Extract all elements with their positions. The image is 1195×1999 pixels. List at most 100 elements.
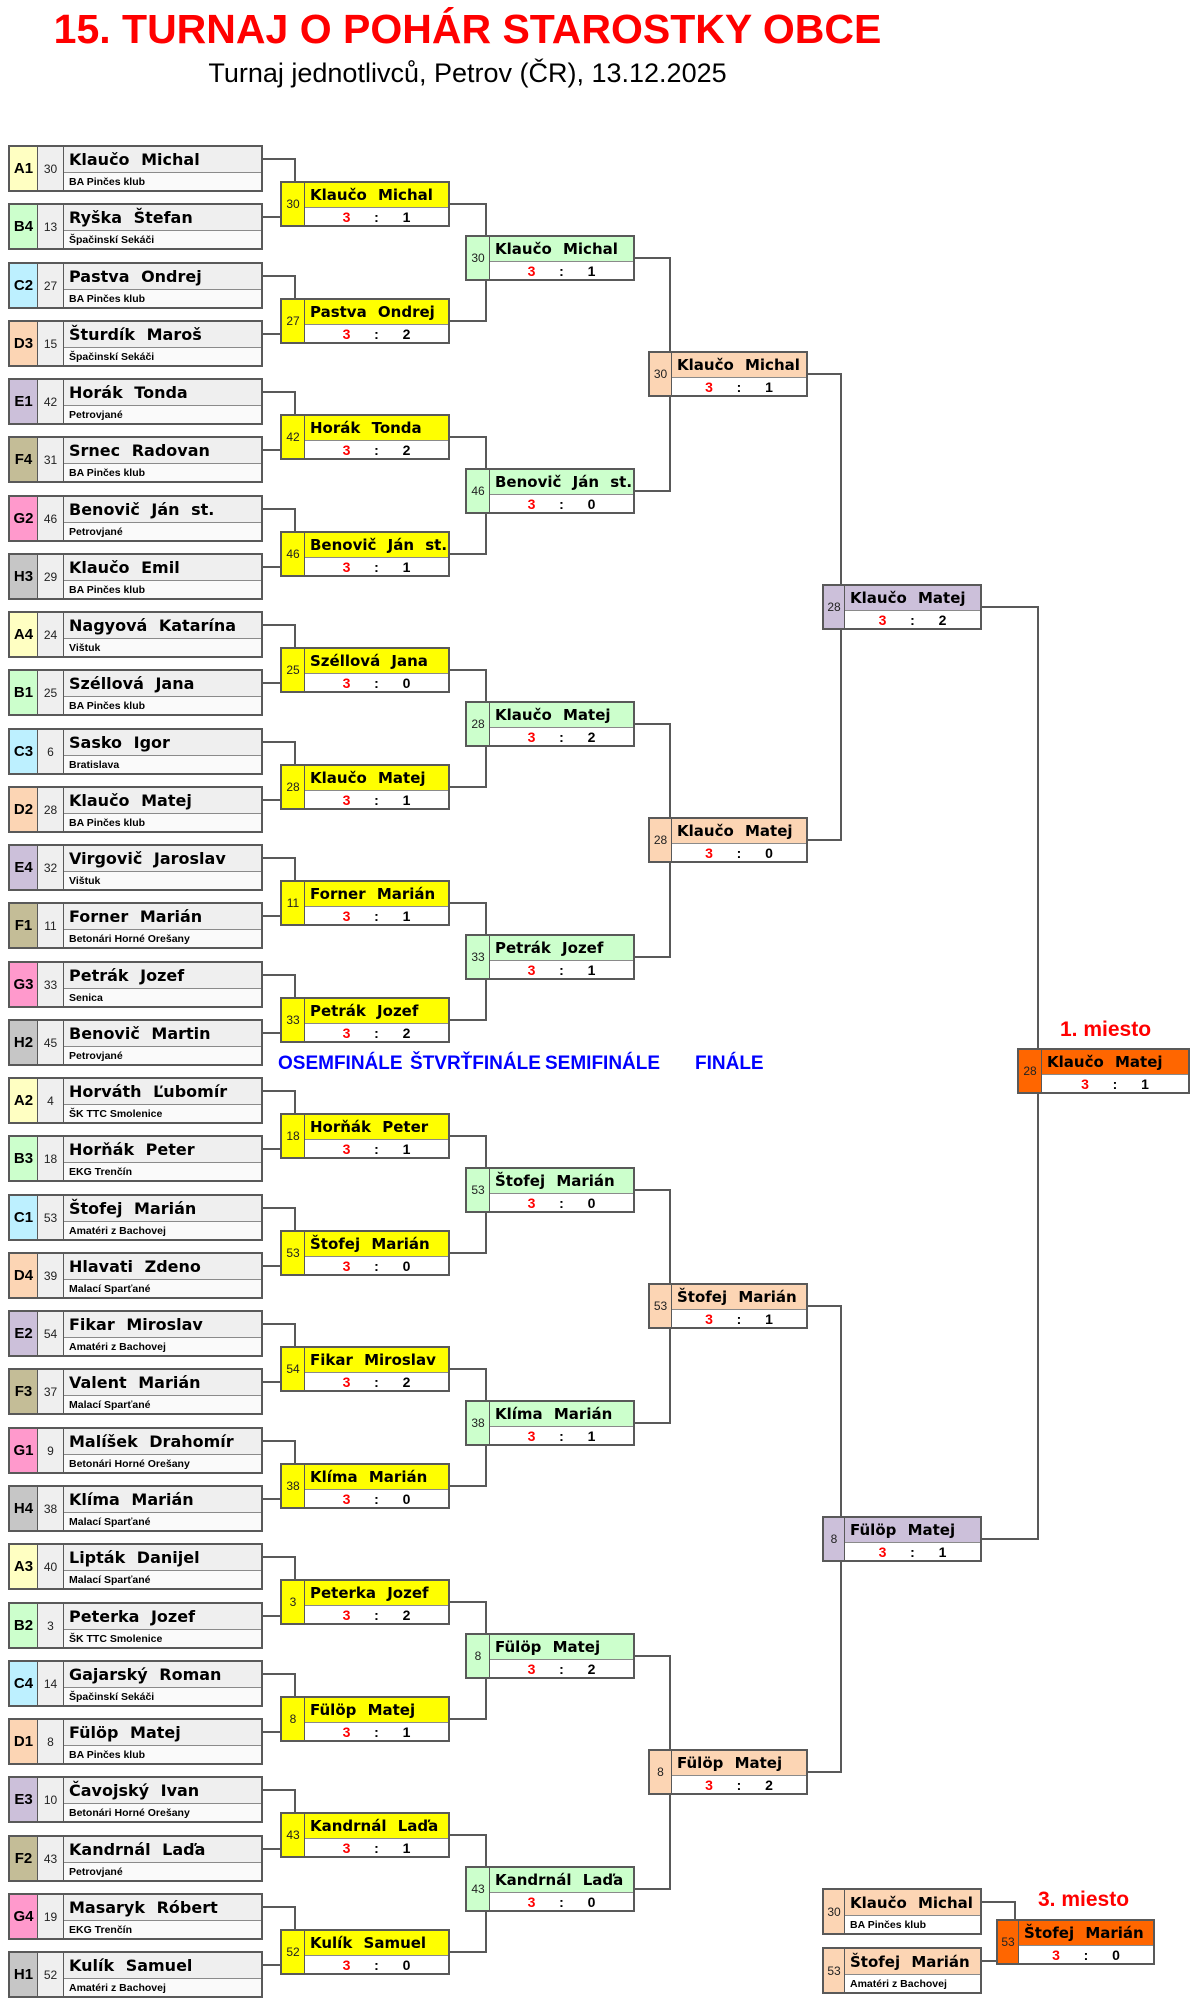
seed-cell: 43 <box>467 1868 490 1910</box>
score-left: 3 <box>527 262 536 279</box>
match-body: Fülöp Matej 3: 1 <box>845 1518 980 1560</box>
score-separator: : <box>374 1723 379 1740</box>
r16-winner-box: 54 Fikar Miroslav 3: 2 <box>280 1346 450 1392</box>
seed-cell: 11 <box>282 882 305 924</box>
connector-line <box>635 1655 671 1657</box>
score-right: 2 <box>402 325 411 342</box>
match-score: 3: 0 <box>305 1956 448 1973</box>
r16-winner-box: 28 Klaučo Matej 3: 1 <box>280 764 450 810</box>
group-cell: C1 <box>10 1196 38 1239</box>
player-entry: E3 10 Čavojský Ivan Betonári Horné Orešany <box>8 1776 263 1823</box>
player-club: Amatéri z Bachovej <box>64 1338 261 1355</box>
score-separator: : <box>559 262 564 279</box>
score-left: 3 <box>1052 1946 1060 1963</box>
match-score: 3: 0 <box>305 1257 448 1274</box>
group-cell: F4 <box>10 438 38 481</box>
player-name: Benovič Martin <box>64 1021 261 1048</box>
seed-cell: 54 <box>38 1312 64 1355</box>
page-title: 15. TURNAJ O POHÁR STAROSTKY OBCE <box>53 6 882 52</box>
r16-winner-box: 11 Forner Marián 3: 1 <box>280 880 450 926</box>
qf-winner-box: 8 Fülöp Matej 3: 2 <box>465 1633 635 1679</box>
match-score: 3: 1 <box>305 1140 448 1157</box>
connector-line <box>263 1265 296 1267</box>
connector-line <box>263 1789 296 1791</box>
connector-line <box>450 320 487 322</box>
connector-line <box>263 915 296 917</box>
player-club: Malací Sparťané <box>64 1513 261 1530</box>
r16-winner-box: 27 Pastva Ondrej 3: 2 <box>280 298 450 344</box>
player-body: Kulík Samuel Amatéri z Bachovej <box>64 1953 261 1996</box>
winner-name: Klaučo Michal <box>672 353 806 379</box>
score-right: 0 <box>402 1490 411 1507</box>
match-score: 3: 2 <box>305 1024 448 1041</box>
winner-name: Petrák Jozef <box>490 936 633 962</box>
seed-cell: 8 <box>38 1720 64 1763</box>
connector-line <box>263 1440 296 1442</box>
score-separator: : <box>374 1839 379 1856</box>
score-right: 0 <box>587 1194 596 1211</box>
match-score: 3: 1 <box>305 208 448 225</box>
match-body: Klíma Marián 3: 0 <box>305 1465 448 1507</box>
player-name: Virgovič Jaroslav <box>64 846 261 873</box>
winner-name: Klaučo Matej <box>305 766 448 792</box>
match-body: Klíma Marián 3: 1 <box>490 1402 633 1444</box>
player-club: BA Pinčes klub <box>64 173 261 190</box>
player-name: Klaučo Matej <box>64 788 261 815</box>
group-cell: B2 <box>10 1604 38 1647</box>
player-entry: F4 31 Srnec Radovan BA Pinčes klub <box>8 436 263 483</box>
seed-cell: 15 <box>38 322 64 365</box>
winner-name: Fülöp Matej <box>672 1751 806 1777</box>
player-club: BA Pinčes klub <box>64 290 261 307</box>
score-right: 0 <box>765 844 773 861</box>
winner-name: Klaučo Matej <box>1042 1050 1188 1076</box>
player-entry: B1 25 Széllová Jana BA Pinčes klub <box>8 669 263 716</box>
player-club: Amatéri z Bachovej <box>64 1222 261 1239</box>
player-name: Kandrnál Laďa <box>64 1837 261 1864</box>
player-name: Forner Marián <box>64 904 261 931</box>
score-left: 3 <box>705 1310 713 1327</box>
player-entry: G2 46 Benovič Ján st. Petrovjané <box>8 495 263 542</box>
score-separator: : <box>736 1310 742 1327</box>
group-cell: D3 <box>10 322 38 365</box>
score-separator: : <box>910 611 915 628</box>
round-label-1: ŠTVRŤFINÁLE <box>410 1053 541 1074</box>
winner-name: Fikar Miroslav <box>305 1348 448 1374</box>
match-body: Štofej Marián 3: 1 <box>672 1285 806 1327</box>
seed-cell: 8 <box>650 1751 672 1793</box>
score-left: 3 <box>342 1490 351 1507</box>
score-separator: : <box>374 325 379 342</box>
r16-winner-box: 53 Štofej Marián 3: 0 <box>280 1230 450 1276</box>
score-right: 2 <box>402 441 411 458</box>
score-left: 3 <box>342 441 351 458</box>
page-subtitle: Turnaj jednotlivců, Petrov (ČR), 13.12.2… <box>208 58 727 88</box>
score-left: 3 <box>527 1660 536 1677</box>
connector-line <box>450 669 487 671</box>
connector-line <box>263 1090 296 1092</box>
score-separator: : <box>374 558 379 575</box>
connector-line <box>450 203 487 205</box>
score-right: 0 <box>402 1257 411 1274</box>
winner-name: Fülöp Matej <box>305 1698 448 1724</box>
score-separator: : <box>559 728 564 745</box>
score-left: 3 <box>342 1723 351 1740</box>
player-body: Nagyová Katarína Vištuk <box>64 613 261 656</box>
connector-line <box>263 1848 296 1850</box>
seed-cell: 18 <box>282 1115 305 1157</box>
score-separator: : <box>374 1606 379 1623</box>
match-body: Štofej Marián 3: 0 <box>1019 1921 1153 1963</box>
connector-line <box>263 1148 296 1150</box>
seed-cell: 38 <box>467 1402 490 1444</box>
match-body: Fülöp Matej 3: 2 <box>672 1751 806 1793</box>
seed-cell: 46 <box>282 533 305 575</box>
winner-name: Štofej Marián <box>490 1169 633 1195</box>
player-body: Čavojský Ivan Betonári Horné Orešany <box>64 1778 261 1821</box>
winner-name: Klaučo Matej <box>845 586 980 612</box>
seed-cell: 8 <box>824 1518 845 1560</box>
match-body: Štofej Marián Amatéri z Bachovej <box>845 1949 980 1992</box>
connector-line <box>263 1906 296 1908</box>
match-body: Klaučo Michal 3: 1 <box>305 183 448 225</box>
player-club: EKG Trenčín <box>64 1921 261 1938</box>
round-label-2: SEMIFINÁLE <box>545 1053 661 1074</box>
connector-line <box>263 1615 296 1617</box>
